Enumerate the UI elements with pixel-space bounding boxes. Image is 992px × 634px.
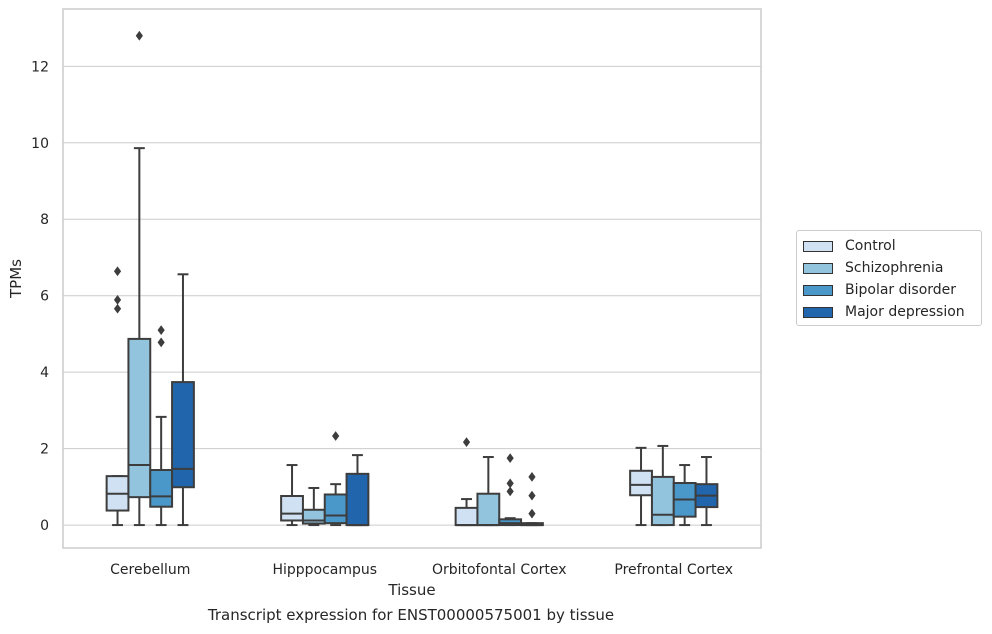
box-major-depression: [345, 454, 370, 527]
iqr-box: [149, 469, 174, 508]
outlier-point: [157, 337, 165, 348]
iqr-box: [127, 337, 152, 499]
outlier-point: [506, 453, 514, 464]
y-tick-label: 8: [40, 212, 49, 228]
y-axis-label: TPMs: [7, 259, 25, 299]
legend-label-bipolar-disorder: Bipolar disorder: [845, 282, 957, 298]
y-tick-label: 10: [31, 136, 49, 152]
legend-item-major-depression: Major depression: [803, 303, 965, 321]
iqr-box: [323, 493, 348, 525]
y-tick-label: 4: [40, 365, 49, 381]
outlier-point: [462, 437, 471, 447]
outlier-point: [528, 508, 536, 519]
outlier-point: [113, 295, 122, 305]
legend-swatch-schizophrenia: [803, 262, 833, 274]
box-bipolar-disorder: [672, 464, 697, 527]
iqr-box: [476, 492, 501, 527]
iqr-box: [629, 469, 653, 497]
iqr-box: [280, 495, 304, 522]
box-control: [454, 498, 479, 527]
y-tick-label: 2: [40, 442, 49, 458]
iqr-box: [454, 506, 479, 527]
outlier-point: [113, 266, 122, 277]
legend-swatch-control: [803, 240, 833, 252]
x-tick-label: Cerebellum: [110, 562, 190, 578]
plot-frame: [62, 8, 762, 549]
x-tick-label: Hipppocampus: [272, 562, 377, 578]
box-major-depression: [520, 522, 544, 527]
box-control: [280, 464, 304, 527]
iqr-box: [171, 381, 195, 489]
x-tick-label: Prefrontal Cortex: [614, 562, 733, 578]
box-schizophrenia: [127, 147, 152, 527]
legend: Control Schizophrenia Bipolar disorder M…: [796, 230, 982, 326]
legend-swatch-bipolar-disorder: [803, 284, 833, 296]
box-major-depression: [171, 273, 195, 527]
outlier-point: [332, 431, 340, 441]
outlier-point: [506, 478, 514, 489]
iqr-box: [345, 472, 370, 527]
box-schizophrenia: [476, 456, 501, 527]
outlier-point: [528, 472, 536, 482]
legend-item-schizophrenia: Schizophrenia: [803, 259, 943, 277]
y-tick-label: 12: [31, 59, 49, 75]
outlier-point: [157, 325, 165, 335]
box-bipolar-disorder: [149, 415, 174, 527]
legend-item-control: Control: [803, 237, 896, 255]
outlier-point: [506, 486, 514, 497]
box-major-depression: [694, 456, 719, 527]
legend-label-control: Control: [845, 238, 896, 254]
x-axis-label: Tissue: [387, 581, 435, 599]
outlier-point: [135, 30, 143, 41]
legend-item-bipolar-disorder: Bipolar disorder: [803, 281, 956, 299]
chart-caption: Transcript expression for ENST0000057500…: [207, 606, 615, 624]
box-control: [629, 446, 653, 527]
y-tick-label: 0: [40, 518, 49, 534]
outlier-point: [113, 303, 122, 314]
box-bipolar-disorder: [498, 517, 523, 527]
outlier-point: [528, 490, 536, 501]
legend-swatch-major-depression: [803, 306, 833, 318]
box-bipolar-disorder: [323, 483, 348, 527]
legend-label-major-depression: Major depression: [845, 304, 965, 320]
iqr-box: [650, 475, 675, 527]
legend-label-schizophrenia: Schizophrenia: [845, 260, 944, 276]
box-control: [105, 475, 130, 527]
y-tick-label: 6: [40, 289, 49, 305]
box-schizophrenia: [301, 486, 326, 527]
x-tick-label: Orbitofontal Cortex: [432, 562, 567, 578]
box-schizophrenia: [650, 444, 675, 527]
